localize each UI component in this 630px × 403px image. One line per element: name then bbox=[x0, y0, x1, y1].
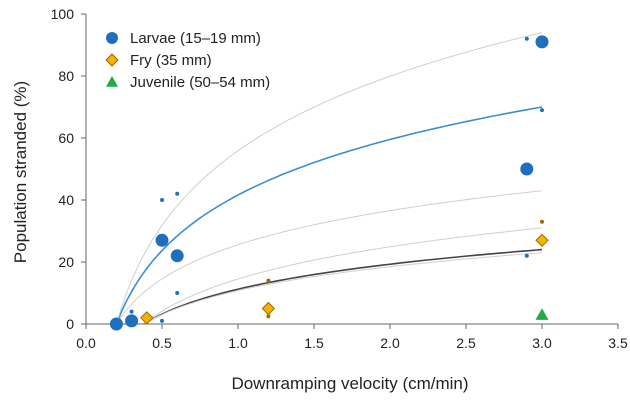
legend: Larvae (15–19 mm) Fry (35 mm) Juvenile (50… bbox=[105, 30, 270, 91]
x-tick-label: 0.0 bbox=[76, 335, 96, 351]
circle-data-point bbox=[535, 35, 549, 49]
circle-data-point bbox=[125, 314, 139, 328]
triangle-data-point bbox=[535, 308, 549, 320]
circle-data-point bbox=[155, 233, 169, 247]
fry-lower-curve bbox=[143, 252, 543, 325]
larvae-lower-curve bbox=[115, 190, 543, 325]
circle-minor-point bbox=[175, 191, 180, 196]
legend-label: Juvenile (50–54 mm) bbox=[130, 74, 270, 91]
x-tick-label: 2.5 bbox=[456, 335, 476, 351]
circle-data-point bbox=[170, 249, 184, 263]
y-tick-label: 100 bbox=[51, 6, 75, 22]
legend-triangle-icon bbox=[106, 76, 118, 87]
x-tick-label: 1.5 bbox=[304, 335, 324, 351]
fry-fit-curve bbox=[143, 248, 543, 325]
y-tick-label: 40 bbox=[58, 192, 74, 208]
axes: 0.0 0.5 1.0 1.5 2.0 2.5 3.0 3.5 0 20 40 60 80 100 bbox=[51, 6, 628, 351]
x-axis-title: Downramping velocity (cm/min) bbox=[231, 374, 468, 393]
y-tick-label: 60 bbox=[58, 130, 74, 146]
x-tick-label: 3.5 bbox=[608, 335, 628, 351]
larvae-fit-curve bbox=[115, 106, 543, 325]
legend-label: Larvae (15–19 mm) bbox=[130, 30, 261, 47]
legend-circle-icon bbox=[106, 32, 118, 44]
diamond-data-point bbox=[535, 233, 549, 248]
fry-upper-curve bbox=[143, 227, 543, 325]
diamond-data-point bbox=[261, 301, 276, 316]
y-tick-label: 80 bbox=[58, 68, 74, 84]
x-tick-label: 1.0 bbox=[228, 335, 248, 351]
y-axis-title: Population stranded (%) bbox=[11, 81, 30, 263]
circle-minor-point bbox=[160, 198, 164, 202]
x-tick-label: 2.0 bbox=[380, 335, 400, 351]
circle-minor-point bbox=[175, 291, 180, 295]
circle-data-point bbox=[109, 317, 123, 331]
larvae-upper-curve bbox=[115, 32, 543, 325]
diamond-minor-point bbox=[266, 314, 271, 319]
x-tick-label: 3.0 bbox=[532, 335, 552, 351]
circle-minor-point bbox=[540, 108, 544, 113]
y-tick-label: 0 bbox=[66, 316, 74, 332]
circle-data-point bbox=[520, 162, 534, 176]
data-marks bbox=[109, 35, 549, 331]
diamond-minor-point bbox=[266, 278, 271, 283]
legend-label: Fry (35 mm) bbox=[130, 52, 212, 69]
y-tick-label: 20 bbox=[58, 254, 74, 270]
circle-minor-point bbox=[160, 318, 164, 323]
fit-curves bbox=[115, 32, 543, 325]
diamond-data-point bbox=[140, 311, 154, 325]
circle-minor-point bbox=[524, 253, 529, 258]
legend-diamond-icon bbox=[105, 53, 119, 67]
circle-minor-point bbox=[129, 309, 134, 314]
x-tick-label: 0.5 bbox=[152, 335, 172, 351]
circle-minor-point bbox=[524, 36, 529, 41]
diamond-minor-point bbox=[540, 219, 544, 224]
